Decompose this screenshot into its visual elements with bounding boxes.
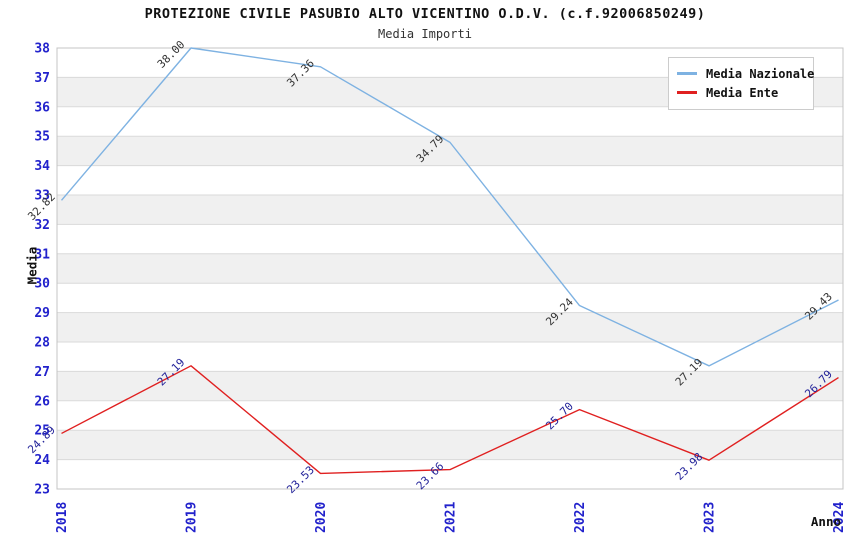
chart-title: PROTEZIONE CIVILE PASUBIO ALTO VICENTINO…: [144, 6, 706, 22]
x-tick-label: 2024: [832, 502, 847, 533]
y-tick-label: 23: [34, 483, 50, 498]
plot-band: [57, 224, 843, 254]
x-tick-label: 2019: [185, 502, 200, 533]
plot-band: [57, 165, 843, 195]
x-axis-title: Anno: [810, 514, 841, 529]
y-tick-label: 35: [34, 130, 50, 145]
x-tick-label: 2020: [314, 502, 329, 533]
legend-item-media-ente[interactable]: Media Ente: [677, 83, 805, 102]
y-tick-label: 38: [34, 42, 50, 57]
plot-band: [57, 342, 843, 372]
legend-label-media-ente: Media Ente: [706, 85, 779, 100]
plot-band: [57, 136, 843, 166]
y-tick-label: 36: [34, 100, 50, 115]
plot-band: [57, 106, 843, 137]
plot-band: [57, 283, 843, 313]
y-tick-label: 37: [34, 71, 50, 86]
ente-line: [61, 365, 839, 475]
y-tick-label: 31: [34, 247, 50, 262]
plot-band: [57, 459, 843, 489]
plot-band: [57, 195, 843, 225]
y-tick-label: 30: [34, 277, 50, 292]
y-tick-label: 33: [34, 189, 50, 204]
y-tick-label: 32: [34, 218, 50, 233]
legend: Media Nazionale Media Ente: [668, 57, 814, 110]
x-tick-label: 2018: [55, 502, 70, 533]
y-tick-label: 25: [34, 424, 50, 439]
y-tick-label: 34: [34, 159, 50, 174]
plot-band: [57, 312, 843, 342]
y-axis-title: Media: [24, 246, 40, 285]
nazionale-line: [60, 47, 839, 367]
y-tick-label: 26: [34, 394, 50, 409]
x-tick-label: 2023: [703, 502, 718, 533]
plot-band: [57, 253, 843, 284]
nazionale-line-swatch-icon: [677, 72, 697, 75]
plot-band: [57, 430, 843, 460]
y-tick-label: 29: [34, 306, 50, 321]
x-tick-label: 2021: [444, 502, 459, 533]
plot-border: [56, 47, 844, 490]
x-tick-label: 2022: [573, 502, 588, 533]
legend-item-media-nazionale[interactable]: Media Nazionale: [677, 64, 814, 83]
y-tick-label: 27: [34, 365, 50, 380]
legend-label-media-nazionale: Media Nazionale: [706, 66, 815, 81]
y-tick-label: 24: [34, 453, 50, 468]
chart-subtitle: Media Importi: [378, 27, 472, 41]
plot-band: [57, 371, 843, 401]
plot-band: [57, 400, 843, 431]
ente-line-swatch-icon: [677, 91, 697, 94]
y-tick-label: 28: [34, 336, 50, 351]
